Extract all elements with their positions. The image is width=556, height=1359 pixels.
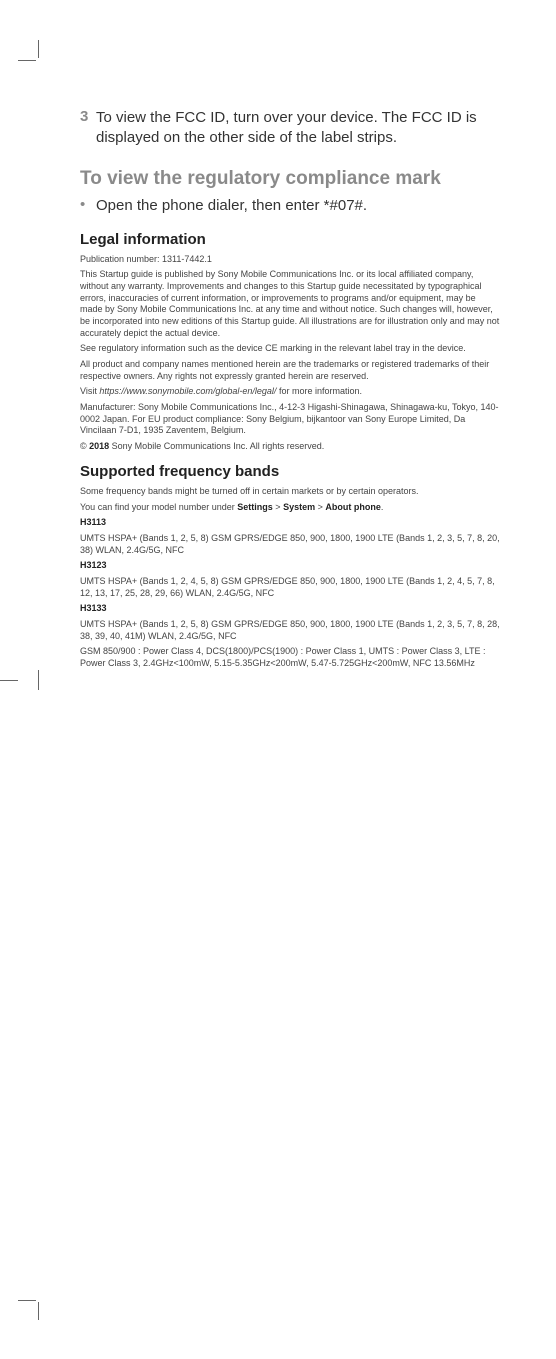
publication-number: Publication number: 1311-7442.1 (80, 254, 500, 266)
separator: > (315, 502, 325, 512)
legal-text: Visit (80, 386, 99, 396)
bullet-dot: • (80, 196, 96, 216)
copyright-symbol: © (80, 441, 89, 451)
bullet-item: • Open the phone dialer, then enter *#07… (80, 196, 500, 216)
model-bands: UMTS HSPA+ (Bands 1, 2, 4, 5, 8) GSM GPR… (80, 576, 500, 599)
model-h3123: H3123 (80, 560, 107, 570)
model-number: H3123 (80, 560, 500, 572)
step-3: 3 To view the FCC ID, turn over your dev… (80, 108, 500, 149)
freq-heading: Supported frequency bands (80, 463, 500, 480)
legal-heading: Legal information (80, 231, 500, 248)
about-phone-label: About phone (325, 502, 381, 512)
crop-mark (18, 1300, 36, 1301)
crop-mark (0, 680, 18, 681)
system-label: System (283, 502, 315, 512)
crop-mark (18, 60, 36, 61)
model-bands: UMTS HSPA+ (Bands 1, 2, 5, 8) GSM GPRS/E… (80, 533, 500, 556)
bullet-text: Open the phone dialer, then enter *#07#. (96, 196, 367, 216)
copyright-year: 2018 (89, 441, 109, 451)
model-bands: UMTS HSPA+ (Bands 1, 2, 5, 8) GSM GPRS/E… (80, 619, 500, 642)
section-heading-compliance: To view the regulatory compliance mark (80, 167, 500, 191)
freq-text: You can find your model number under (80, 502, 237, 512)
model-h3133: H3133 (80, 603, 107, 613)
step-number: 3 (80, 108, 96, 149)
settings-label: Settings (237, 502, 273, 512)
crop-mark (38, 670, 39, 690)
legal-copyright: © 2018 Sony Mobile Communications Inc. A… (80, 441, 500, 453)
legal-paragraph: Visit https://www.sonymobile.com/global-… (80, 386, 500, 398)
page: 3 To view the FCC ID, turn over your dev… (0, 0, 556, 1359)
crop-mark (38, 1302, 39, 1320)
legal-paragraph: See regulatory information such as the d… (80, 343, 500, 355)
step-text: To view the FCC ID, turn over your devic… (96, 108, 500, 149)
content-area: 3 To view the FCC ID, turn over your dev… (80, 108, 500, 674)
model-h3113: H3113 (80, 517, 106, 527)
freq-model-path: You can find your model number under Set… (80, 502, 500, 514)
legal-paragraph: This Startup guide is published by Sony … (80, 269, 500, 339)
model-number: H3133 (80, 603, 500, 615)
separator: > (273, 502, 283, 512)
copyright-text: Sony Mobile Communications Inc. All righ… (109, 441, 324, 451)
legal-paragraph: All product and company names mentioned … (80, 359, 500, 382)
legal-url: https://www.sonymobile.com/global-en/leg… (99, 386, 276, 396)
freq-paragraph: Some frequency bands might be turned off… (80, 486, 500, 498)
legal-text: for more information. (276, 386, 362, 396)
power-class-info: GSM 850/900 : Power Class 4, DCS(1800)/P… (80, 646, 500, 669)
legal-paragraph: Manufacturer: Sony Mobile Communications… (80, 402, 500, 437)
model-number: H3113 (80, 517, 500, 529)
period: . (381, 502, 384, 512)
crop-mark (38, 40, 39, 58)
